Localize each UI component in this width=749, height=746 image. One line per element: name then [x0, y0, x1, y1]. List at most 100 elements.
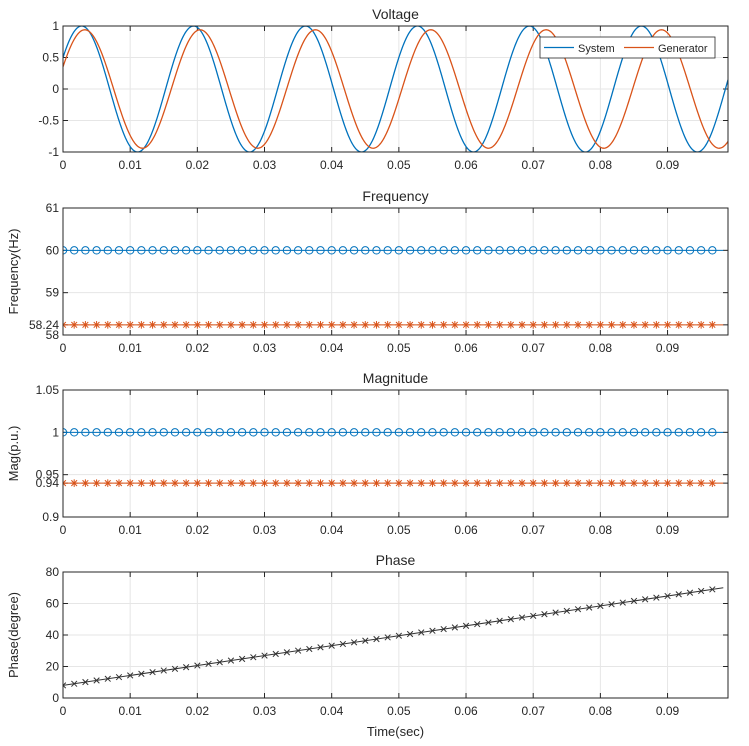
star-stroke — [597, 321, 604, 329]
star-stroke — [440, 479, 447, 487]
marker-circle — [181, 428, 191, 437]
star-stroke — [653, 479, 660, 487]
marker-circle — [607, 246, 616, 255]
y-tick-label: 1.05 — [36, 383, 60, 397]
x-stroke — [574, 606, 582, 613]
star-stroke — [541, 479, 548, 487]
subplot-title: Frequency — [362, 188, 428, 204]
y-tick-label: 61 — [46, 201, 60, 215]
star-stroke — [350, 479, 358, 487]
star-stroke — [697, 321, 705, 329]
star-stroke — [474, 479, 481, 487]
marker-star — [574, 479, 582, 487]
marker-circle — [316, 428, 325, 437]
marker-circle — [708, 246, 717, 255]
marker-star — [686, 479, 694, 487]
star-stroke — [619, 479, 626, 487]
x-stroke — [160, 667, 167, 674]
x-tick-label: 0.07 — [522, 704, 546, 718]
x-stroke — [709, 586, 716, 593]
marker-circle — [708, 428, 717, 437]
subplot-phase: 0 0.01 0.02 0.03 0.04 0.05 0.06 0.07 0.08 0.09 0 20… — [6, 552, 729, 739]
marker-x — [574, 606, 582, 613]
marker-circle — [652, 246, 661, 255]
marker-star — [294, 479, 302, 487]
star-stroke — [63, 482, 67, 487]
marker-circle — [663, 428, 672, 437]
star-stroke — [563, 479, 571, 487]
marker-circle — [540, 246, 549, 255]
marker-circle — [81, 428, 90, 437]
star-stroke — [238, 479, 246, 487]
star-stroke — [686, 321, 694, 329]
star-stroke — [675, 321, 682, 329]
marker-circle — [428, 246, 437, 255]
star-stroke — [630, 479, 638, 487]
x-stroke — [127, 672, 134, 679]
x-stroke — [294, 647, 302, 654]
marker-circle — [573, 428, 583, 437]
star-stroke — [563, 321, 571, 329]
marker-x — [261, 652, 268, 659]
x-tick-label: 0.04 — [320, 704, 344, 718]
marker-x — [339, 640, 347, 648]
star-stroke — [507, 321, 515, 329]
marker-star — [451, 479, 459, 487]
marker-star — [652, 321, 661, 329]
subplot-frequency: 0 0.01 0.02 0.03 0.04 0.05 0.06 0.07 0.08 0.09585… — [6, 188, 729, 355]
star-stroke — [552, 321, 559, 329]
star-stroke — [115, 479, 123, 487]
marker-circle — [92, 428, 101, 437]
x-tick-label: 0.05 — [387, 704, 411, 718]
marker-x — [93, 677, 100, 684]
marker-x — [507, 616, 514, 623]
star-stroke — [261, 321, 268, 329]
marker-star — [70, 479, 78, 487]
x-tick-label: 0.05 — [387, 158, 411, 172]
star-stroke — [384, 321, 391, 329]
star-stroke — [339, 321, 347, 329]
x-stroke — [462, 622, 470, 629]
star-stroke — [664, 479, 671, 487]
marker-star — [518, 479, 526, 487]
marker-star — [316, 479, 325, 487]
marker-x — [530, 612, 537, 620]
x-stroke — [384, 634, 391, 641]
marker-circle — [372, 246, 381, 255]
marker-star — [204, 479, 213, 487]
x-stroke — [619, 599, 626, 606]
marker-star — [148, 479, 157, 487]
marker-star — [70, 321, 78, 329]
star-stroke — [294, 479, 302, 487]
star-stroke — [182, 479, 190, 487]
marker-x — [451, 624, 458, 631]
x-stroke — [485, 619, 492, 626]
y-tick-label: 59 — [46, 286, 60, 300]
x-stroke — [597, 602, 604, 610]
marker-circle — [461, 246, 471, 255]
star-stroke — [686, 479, 694, 487]
x-tick-label: 0.05 — [387, 523, 411, 537]
star-stroke — [115, 321, 123, 329]
marker-circle — [316, 246, 325, 255]
marker-x — [283, 649, 291, 656]
marker-star — [618, 321, 627, 329]
star-stroke — [93, 321, 100, 329]
series-line-phase — [63, 587, 724, 686]
star-stroke — [395, 321, 403, 329]
star-stroke — [272, 479, 279, 487]
marker-star — [383, 479, 392, 487]
x-tick-label: 0.02 — [186, 158, 210, 172]
marker-circle — [114, 428, 124, 437]
marker-circle — [383, 246, 392, 255]
x-tick-label: 0 — [60, 341, 67, 355]
star-stroke — [641, 321, 649, 329]
star-stroke — [474, 321, 481, 329]
marker-circle — [125, 428, 135, 437]
marker-star — [697, 479, 705, 487]
x-stroke — [306, 645, 313, 653]
marker-circle — [63, 246, 68, 255]
star-stroke — [641, 479, 649, 487]
x-stroke — [138, 670, 145, 677]
x-stroke — [283, 649, 291, 656]
